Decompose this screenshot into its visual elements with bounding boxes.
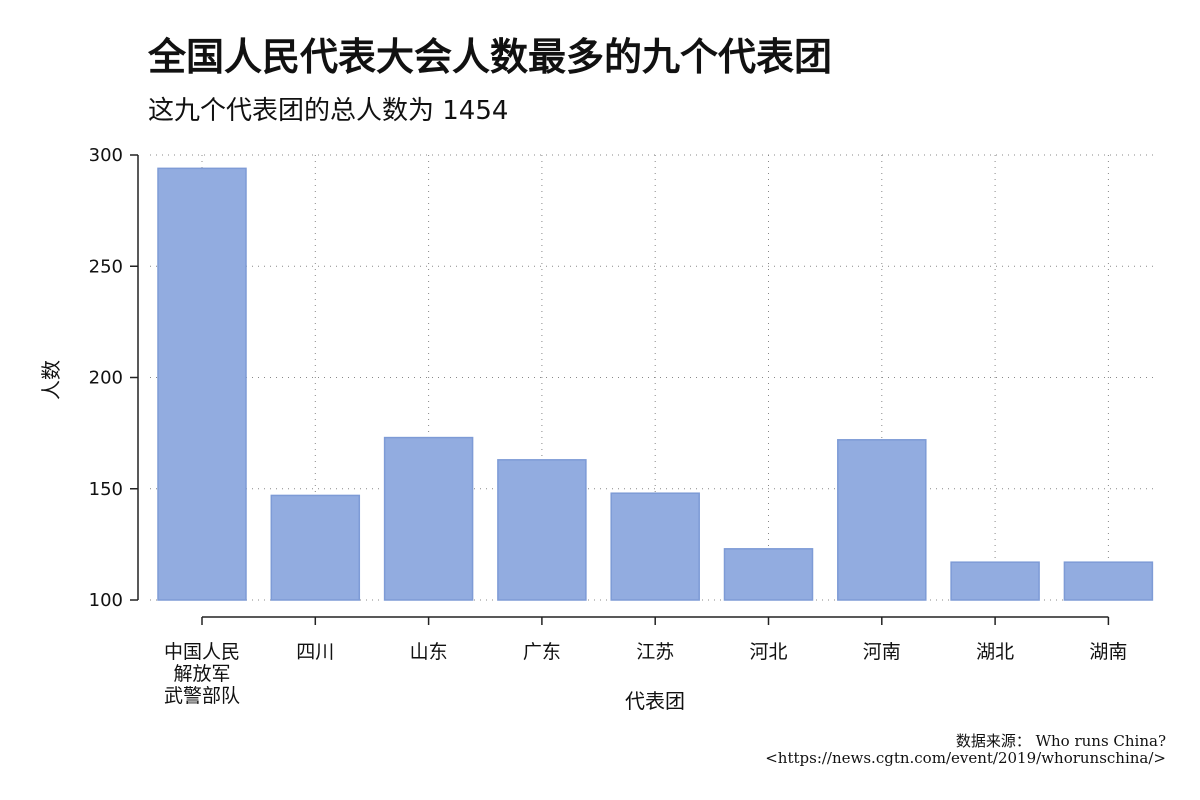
y-tick-label: 200 (89, 368, 123, 389)
bar (497, 459, 587, 601)
chart-title: 全国人民代表大会人数最多的九个代表团 (148, 35, 833, 79)
y-tick-label: 250 (89, 256, 123, 277)
x-tick-label: 中国人民解放军武警部队 (164, 641, 240, 707)
x-tick-label: 江苏 (636, 641, 674, 663)
y-tick-label: 300 (89, 145, 123, 166)
bar (837, 439, 927, 601)
x-tick-label: 河南 (863, 641, 901, 663)
x-tick-label: 湖南 (1089, 641, 1127, 663)
source-caption: 数据来源： Who runs China? (955, 732, 1166, 750)
bar (950, 561, 1040, 601)
bar (610, 492, 700, 601)
x-tick-label: 湖北 (976, 641, 1014, 663)
bar (1063, 561, 1154, 601)
bar (723, 548, 814, 601)
axes: 100 150 200 250 300 中国人民解放军武警部队 四川 山东 广东 江苏 河北 河南 湖北… (89, 145, 1128, 707)
y-axis-label: 人数 (39, 360, 63, 400)
bars (157, 167, 1154, 601)
chart-subtitle: 这九个代表团的总人数为 1454 (148, 96, 509, 126)
bar (383, 436, 474, 601)
x-tick-label: 广东 (523, 641, 561, 663)
x-axis-label: 代表团 (625, 689, 685, 713)
y-tick-label: 100 (89, 590, 123, 611)
x-tick-label: 山东 (410, 641, 448, 663)
bar (270, 494, 361, 601)
x-tick-label: 四川 (296, 641, 334, 663)
y-tick-label: 150 (89, 479, 123, 500)
bar (157, 167, 247, 601)
x-tick-label: 河北 (749, 641, 787, 663)
source-url: <https://news.cgtn.com/event/2019/whorun… (765, 749, 1166, 767)
